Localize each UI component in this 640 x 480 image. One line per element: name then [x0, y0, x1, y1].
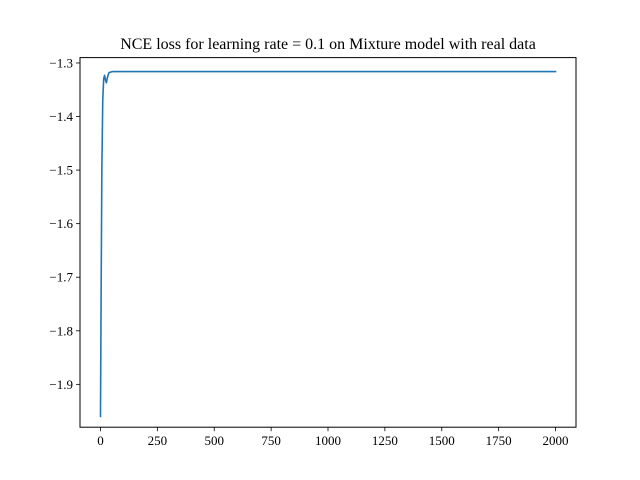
x-tick-label: 1000: [315, 433, 341, 448]
plot-frame: [79, 57, 577, 428]
axes-layer: 0 250 500 750 1000 1250 1500 1750 2000 −1.9 −1.8 −1…: [49, 55, 568, 448]
y-tick-label: −1.3: [49, 55, 73, 70]
y-tick-label: −1.8: [49, 323, 73, 338]
y-tick-label: −1.6: [49, 216, 73, 231]
x-tick-label: 1250: [372, 433, 398, 448]
y-tick-label: −1.9: [49, 377, 73, 392]
x-tick-label: 0: [97, 433, 104, 448]
y-tick-label: −1.5: [49, 163, 73, 178]
x-tick-label: 1500: [429, 433, 455, 448]
x-tick-label: 2000: [543, 433, 569, 448]
series-line-0: [99, 70, 557, 418]
series-layer: [99, 70, 557, 418]
x-tick-label: 500: [204, 433, 224, 448]
y-tick-label: −1.4: [49, 109, 73, 124]
x-tick-label: 750: [261, 433, 281, 448]
x-tick-label: 1750: [486, 433, 512, 448]
x-tick-label: 250: [148, 433, 168, 448]
chart-title: NCE loss for learning rate = 0.1 on Mixt…: [120, 36, 536, 53]
y-tick-label: −1.7: [49, 270, 73, 285]
